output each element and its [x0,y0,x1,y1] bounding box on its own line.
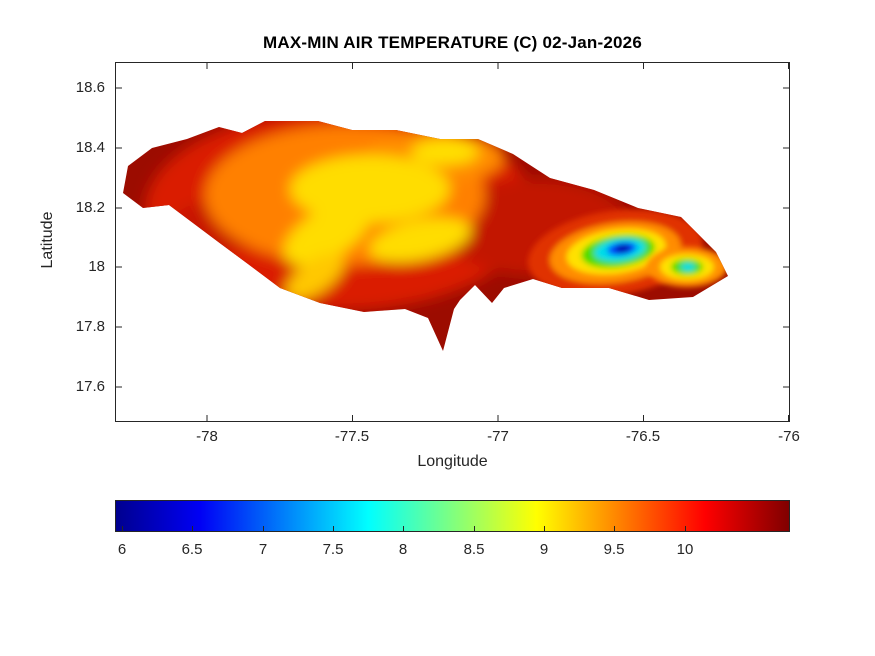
colorbar-gradient [115,500,790,532]
chart-title: MAX-MIN AIR TEMPERATURE (C) 02-Jan-2026 [262,33,642,52]
colorbar-tick-label: 7.5 [322,541,344,558]
colorbar-tick-mark [474,526,475,531]
y-tick-label: 18.6 [75,79,105,96]
y-axis-label: Latitude [39,211,56,269]
x-tick-label: -78 [196,428,218,445]
colorbar-tick-mark [263,526,264,531]
colorbar-tick-label: 8.5 [463,541,485,558]
x-tick-label: -76.5 [625,428,661,445]
y-tick-label: 18.4 [75,139,105,156]
x-tick-label: -77 [487,428,509,445]
x-axis-label: Longitude [417,453,488,470]
colorbar-tick-label: 7 [258,541,268,558]
colorbar-tick-label: 10 [676,541,694,558]
colorbar-tick-label: 9 [539,541,549,558]
colorbar-tick-mark [685,526,686,531]
colorbar-tick-mark [614,526,615,531]
eastern-secondary-cool-spot [647,247,727,287]
colorbar-tick-mark [192,526,193,531]
x-tick-label: -76 [778,428,800,445]
plot-area [115,62,790,422]
colorbar-tick-label: 6.5 [181,541,203,558]
x-tick-label: -77.5 [334,428,370,445]
y-tick-label: 17.8 [75,318,105,335]
jamaica-temperature-map [115,62,790,422]
axes-tick-marks [115,62,790,422]
colorbar-tick-mark [333,526,334,531]
colorbar-tick-label: 6 [117,541,127,558]
colorbar-tick-label: 8 [398,541,408,558]
y-tick-label: 18 [88,258,105,275]
island-fill-group [123,121,728,351]
colorbar-tick-label: 9.5 [603,541,625,558]
axes-box [115,62,790,422]
y-tick-label: 17.6 [75,378,105,395]
colorbar-tick-mark [122,526,123,531]
colorbar-tick-mark [403,526,404,531]
colorbar-tick-mark [544,526,545,531]
y-tick-label: 18.2 [75,199,105,216]
